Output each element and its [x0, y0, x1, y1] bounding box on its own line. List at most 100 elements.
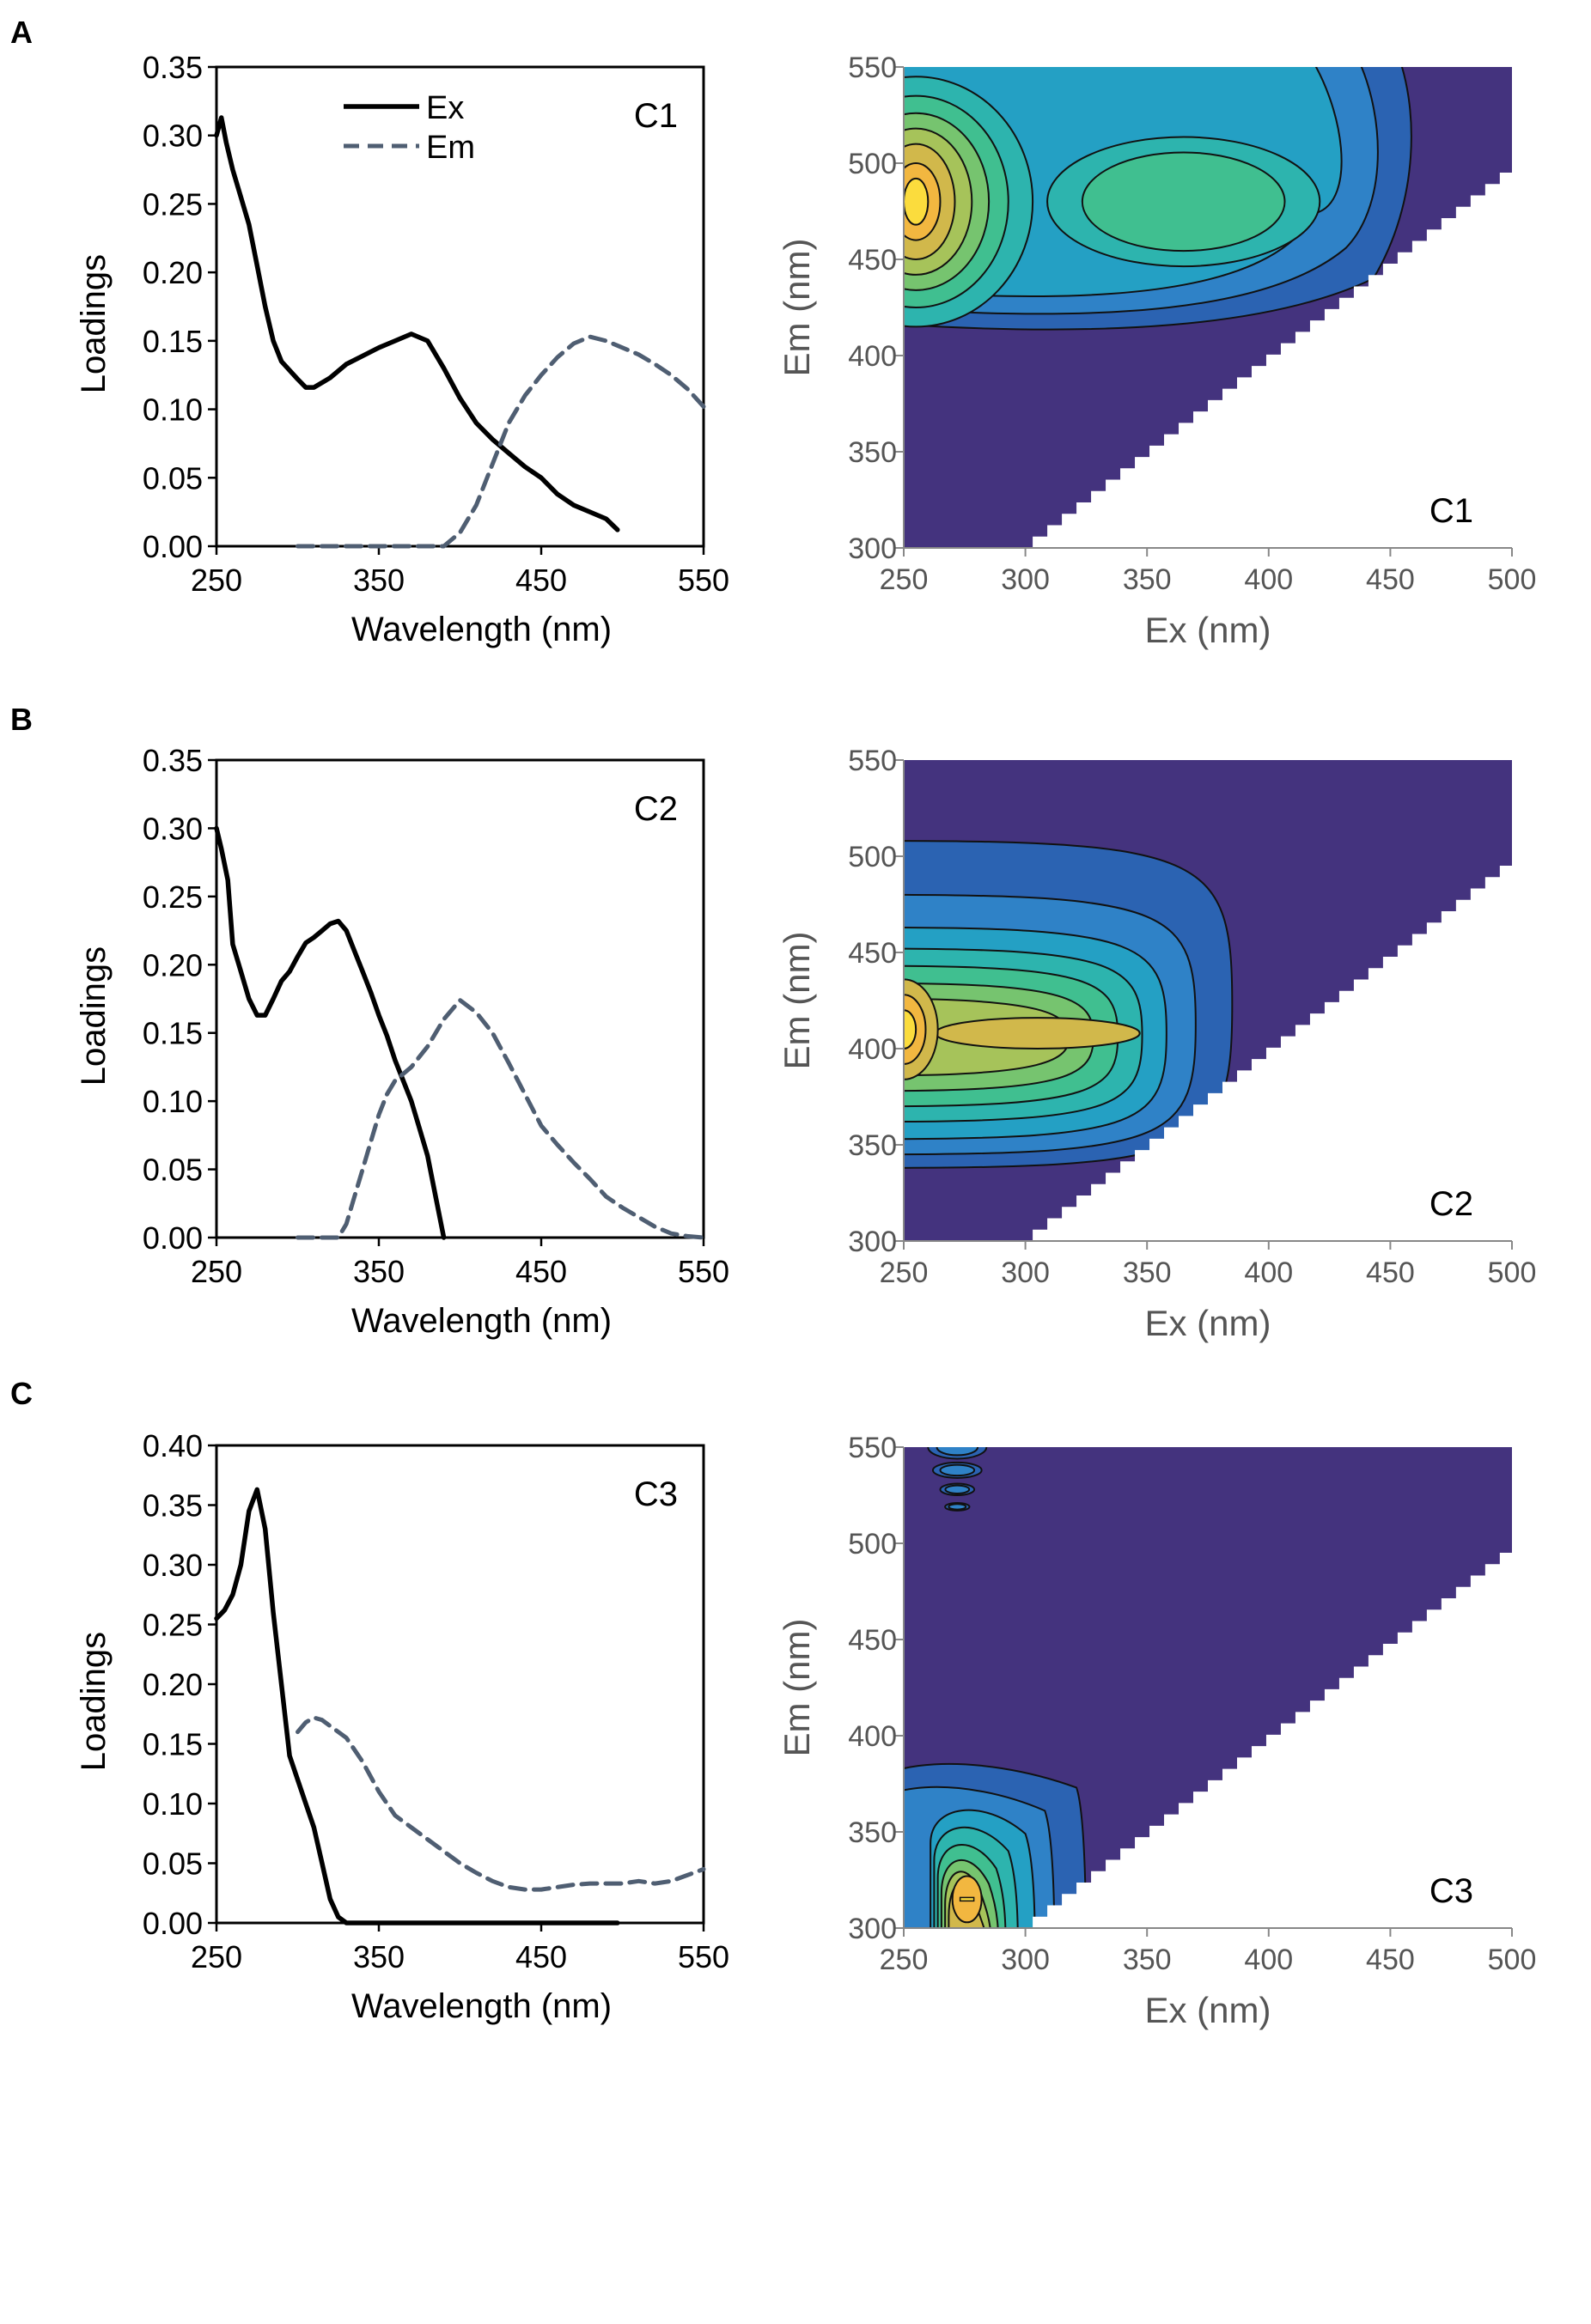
- y-axis-label: Loadings: [75, 1632, 113, 1771]
- y-tick-label: 550: [848, 1432, 897, 1464]
- loadings-plot-B: B 0.00 0.05 0.10 0.15 0.20 0.25 0.30 0.35 250 350 4…: [10, 702, 729, 1340]
- x-axis-label: Ex (nm): [1145, 610, 1271, 650]
- component-label: C1: [634, 97, 678, 135]
- x-tick-label: 350: [1123, 1256, 1172, 1289]
- panel-letter: B: [10, 702, 33, 737]
- y-tick-label: 0.00: [143, 1906, 203, 1941]
- component-label: C3: [1429, 1872, 1473, 1910]
- legend-label-em: Em: [426, 130, 475, 166]
- loadings-plot-C: C 0.00 0.05 0.10 0.15 0.20 0.25 0.30 0.35 0.40 250…: [10, 1376, 729, 2025]
- x-tick-label: 400: [1244, 1944, 1293, 1976]
- y-tick-label: 400: [848, 1033, 897, 1066]
- y-tick-label: 0.10: [143, 1084, 203, 1119]
- y-axis-label: Loadings: [75, 946, 113, 1086]
- y-tick-label: 0.00: [143, 529, 203, 564]
- legend: Ex Em: [344, 90, 475, 166]
- y-tick-label: 0.10: [143, 1786, 203, 1822]
- x-tick-label: 550: [678, 563, 729, 598]
- x-tick-label: 250: [880, 1944, 929, 1976]
- y-tick-label: 0.00: [143, 1220, 203, 1256]
- x-tick-label: 350: [353, 1939, 405, 1974]
- plot-frame: [215, 65, 705, 548]
- y-tick-label: 0.25: [143, 879, 203, 915]
- series-line-em: [296, 334, 706, 549]
- x-tick-label: 500: [1488, 563, 1537, 596]
- y-tick-label: 450: [848, 937, 897, 970]
- x-tick-label: 250: [191, 1254, 242, 1289]
- panel-letter: A: [10, 15, 33, 50]
- x-axis-label: Ex (nm): [1145, 1990, 1271, 2030]
- y-tick-label: 0.35: [143, 1488, 203, 1524]
- y-tick-label: 450: [848, 244, 897, 277]
- y-tick-label: 0.30: [143, 119, 203, 154]
- contour-layer: [904, 760, 1512, 1241]
- y-tick-label: 350: [848, 1816, 897, 1849]
- y-tick-label: 0.20: [143, 255, 203, 290]
- x-tick-label: 250: [880, 563, 929, 596]
- y-tick-label: 0.20: [143, 1667, 203, 1702]
- x-tick-label: 450: [515, 1254, 567, 1289]
- y-tick-label: 0.35: [143, 743, 203, 778]
- y-tick-label: 0.15: [143, 1727, 203, 1762]
- y-tick-label: 0.10: [143, 392, 203, 428]
- x-tick-label: 350: [353, 1254, 405, 1289]
- x-tick-label: 350: [353, 563, 405, 598]
- contour-ring: [936, 1447, 979, 1457]
- y-tick-label: 0.25: [143, 1608, 203, 1643]
- x-tick-label: 450: [515, 1939, 567, 1974]
- component-label: C2: [634, 790, 678, 828]
- x-tick-label: 500: [1488, 1944, 1537, 1976]
- component-label: C1: [1429, 492, 1473, 530]
- x-tick-label: 550: [678, 1254, 729, 1289]
- masked-region: [1018, 173, 1512, 548]
- x-tick-label: 400: [1244, 563, 1293, 596]
- x-tick-label: 550: [678, 1939, 729, 1974]
- y-tick-label: 550: [848, 745, 897, 777]
- y-tick-label: 0.35: [143, 50, 203, 85]
- loadings-plot-A: A 0.00 0.05 0.10 0.15 0.20 0.25 0.30 0.35 250 350 4…: [10, 15, 729, 648]
- y-tick-label: 350: [848, 1129, 897, 1162]
- y-tick-label: 0.20: [143, 947, 203, 983]
- series-line-ex: [214, 1487, 620, 1926]
- y-tick-label: 0.30: [143, 811, 203, 846]
- contour-ring: [904, 177, 930, 226]
- masked-region: [1018, 866, 1512, 1241]
- y-axis-label: Loadings: [75, 254, 113, 393]
- masked-region: [1018, 1553, 1512, 1928]
- y-axis-label: Em (nm): [777, 1619, 817, 1757]
- x-axis-label: Wavelength (nm): [351, 1302, 612, 1340]
- x-tick-label: 450: [1366, 1944, 1415, 1976]
- series-line-ex: [214, 115, 620, 532]
- y-tick-label: 0.15: [143, 1016, 203, 1051]
- contour-layer: [904, 1447, 1512, 1928]
- plot-frame: [215, 1444, 705, 1925]
- x-tick-label: 350: [1123, 563, 1172, 596]
- series-line-ex: [214, 825, 447, 1240]
- contour-ring: [904, 1009, 917, 1049]
- y-tick-label: 400: [848, 340, 897, 373]
- component-label: C2: [1429, 1185, 1473, 1223]
- y-tick-label: 0.40: [143, 1428, 203, 1463]
- y-axis-label: Em (nm): [777, 932, 817, 1070]
- series-line-em: [296, 998, 706, 1240]
- y-tick-label: 300: [848, 1913, 897, 1945]
- contour-ring: [1081, 151, 1286, 252]
- x-tick-label: 300: [1001, 1944, 1050, 1976]
- y-tick-label: 450: [848, 1624, 897, 1657]
- legend-label-ex: Ex: [426, 90, 464, 126]
- plot-frame: [215, 758, 705, 1239]
- y-tick-label: 500: [848, 148, 897, 180]
- panel-letter: C: [10, 1376, 33, 1411]
- y-tick-label: 0.05: [143, 1153, 203, 1188]
- y-tick-label: 0.25: [143, 186, 203, 222]
- y-tick-label: 300: [848, 1226, 897, 1258]
- x-tick-label: 250: [191, 1939, 242, 1974]
- x-tick-label: 300: [1001, 563, 1050, 596]
- contour-ring: [944, 1484, 971, 1494]
- contour-ring: [934, 1017, 1141, 1049]
- y-tick-label: 0.05: [143, 1846, 203, 1882]
- y-tick-label: 0.05: [143, 460, 203, 496]
